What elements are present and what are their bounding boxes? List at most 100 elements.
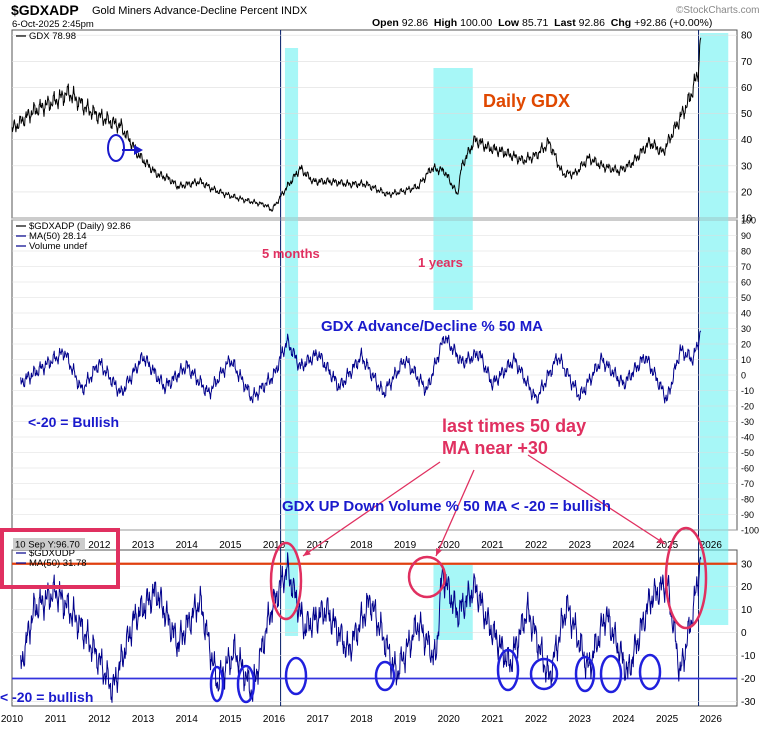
updown-title-label: GDX UP Down Volume % 50 MA < -20 = bulli… [282, 498, 611, 515]
ohlc-readout: Open 92.86 High 100.00 Low 85.71 Last 92… [372, 17, 713, 29]
ad-title-label: GDX Advance/Decline % 50 MA [321, 318, 544, 335]
y-tick-label: -20 [741, 402, 754, 412]
y-tick-label: 80 [741, 247, 751, 257]
y-tick-label: 100 [741, 216, 756, 226]
y-tick-label: -90 [741, 510, 754, 520]
y-tick-label: 30 [741, 559, 753, 570]
blue-oval-marker [599, 654, 623, 694]
legend-entry: MA(50) 31.78 [29, 558, 87, 569]
y-tick-label: 0 [741, 628, 747, 639]
highlight-band [433, 68, 473, 310]
highlight-band [284, 48, 299, 636]
series-lines [11, 37, 702, 703]
x-year-label-upper: 2025 [656, 540, 679, 551]
blue-oval-marker [638, 653, 662, 691]
last-times-label-1: last times 50 day [442, 416, 587, 436]
x-year-label: 2022 [525, 714, 548, 725]
blue-oval-marker [574, 655, 596, 693]
red-arrow-head [303, 549, 311, 556]
red-oval-marker [407, 555, 447, 599]
red-oval-marker [269, 541, 303, 621]
series-line-advance_decline [20, 330, 702, 404]
y-tick-label: -50 [741, 448, 754, 458]
last-times-label-2: MA near +30 [442, 438, 548, 458]
index-name: Gold Miners Advance-Decline Percent INDX [92, 5, 308, 17]
red-arrow-line [302, 461, 441, 557]
x-year-label-upper: 2012 [88, 540, 111, 551]
y-tick-label: 30 [741, 161, 753, 172]
blue-oval-marker [284, 656, 308, 696]
blue-oval-marker [374, 660, 396, 692]
x-year-label-upper: 2024 [612, 540, 635, 551]
x-year-label-upper: 2013 [132, 540, 155, 551]
blue-oval-marker [107, 134, 125, 162]
crosshair-box [13, 538, 85, 550]
y-tick-label: 80 [741, 31, 753, 42]
blue-oval-marker [209, 665, 225, 703]
y-tick-label: 20 [741, 187, 753, 198]
y-tick-label: 20 [741, 340, 751, 350]
high-value: 100.00 [460, 17, 493, 29]
x-year-label-upper: 2020 [438, 540, 461, 551]
y-tick-label: -60 [741, 464, 754, 474]
x-year-label-upper: 2022 [525, 540, 548, 551]
panel-frame-updown_volume [11, 549, 738, 707]
red-arrow-head [657, 537, 665, 544]
y-tick-label: 20 [741, 582, 753, 593]
y-tick-label: 40 [741, 309, 751, 319]
highlight-box-red [0, 528, 120, 589]
highlight-band [699, 33, 729, 625]
x-year-label-upper: 2018 [350, 540, 373, 551]
series-line-price [11, 37, 702, 212]
last-value: 92.86 [578, 17, 605, 29]
y-tick-label: 0 [741, 371, 746, 381]
x-year-label: 2026 [700, 714, 723, 725]
x-year-label: 2018 [350, 714, 373, 725]
y-tick-label: 60 [741, 83, 753, 94]
blue-oval-marker [236, 664, 256, 704]
y-tick-label: 90 [741, 231, 751, 241]
x-year-label-upper: 2014 [176, 540, 199, 551]
y-tick-label: 10 [741, 355, 751, 365]
x-year-label: 2014 [176, 714, 199, 725]
gridlines [12, 34, 737, 702]
crosshair-readout: 10 Sep Y:96.70 [15, 540, 80, 551]
y-tick-label: -80 [741, 495, 754, 505]
marker-shapes [0, 134, 708, 704]
x-year-label-upper: 2015 [219, 540, 242, 551]
y-tick-label: -10 [741, 651, 756, 662]
y-tick-label: -70 [741, 479, 754, 489]
y-tick-label: -100 [741, 526, 759, 536]
x-year-label: 2019 [394, 714, 417, 725]
x-year-label: 2012 [88, 714, 111, 725]
y-tick-label: -10 [741, 386, 754, 396]
y-tick-label: -40 [741, 433, 754, 443]
low-value: 85.71 [522, 17, 549, 29]
legend-entry: Volume undef [29, 241, 87, 252]
y-tick-label: 70 [741, 262, 751, 272]
blue-oval-marker [496, 648, 520, 692]
y-tick-label: 30 [741, 324, 751, 334]
series-line-updown_volume [20, 552, 702, 703]
chart-header: $GDXADP Gold Miners Advance-Decline Perc… [0, 0, 769, 30]
symbol-label: $GDXADP [11, 2, 79, 18]
x-year-label: 2021 [481, 714, 504, 725]
x-year-label: 2025 [656, 714, 679, 725]
x-year-label-upper: 2021 [481, 540, 504, 551]
date-label: 6-Oct-2025 2:45pm [12, 19, 94, 30]
red-arrow-line [435, 469, 475, 557]
x-year-label-upper: 2023 [569, 540, 592, 551]
y-tick-label: 50 [741, 293, 751, 303]
open-value: 92.86 [401, 17, 429, 29]
highlight-bands [280, 30, 729, 706]
x-year-label-upper: 2026 [700, 540, 723, 551]
red-oval-marker [664, 526, 708, 630]
daily-gdx-label: Daily GDX [483, 91, 571, 111]
legend-entry: GDX 78.98 [29, 31, 76, 42]
x-year-label: 2020 [438, 714, 461, 725]
x-year-label: 2023 [569, 714, 592, 725]
y-tick-label: 60 [741, 278, 751, 288]
legend-entry: MA(50) 28.14 [29, 231, 87, 242]
